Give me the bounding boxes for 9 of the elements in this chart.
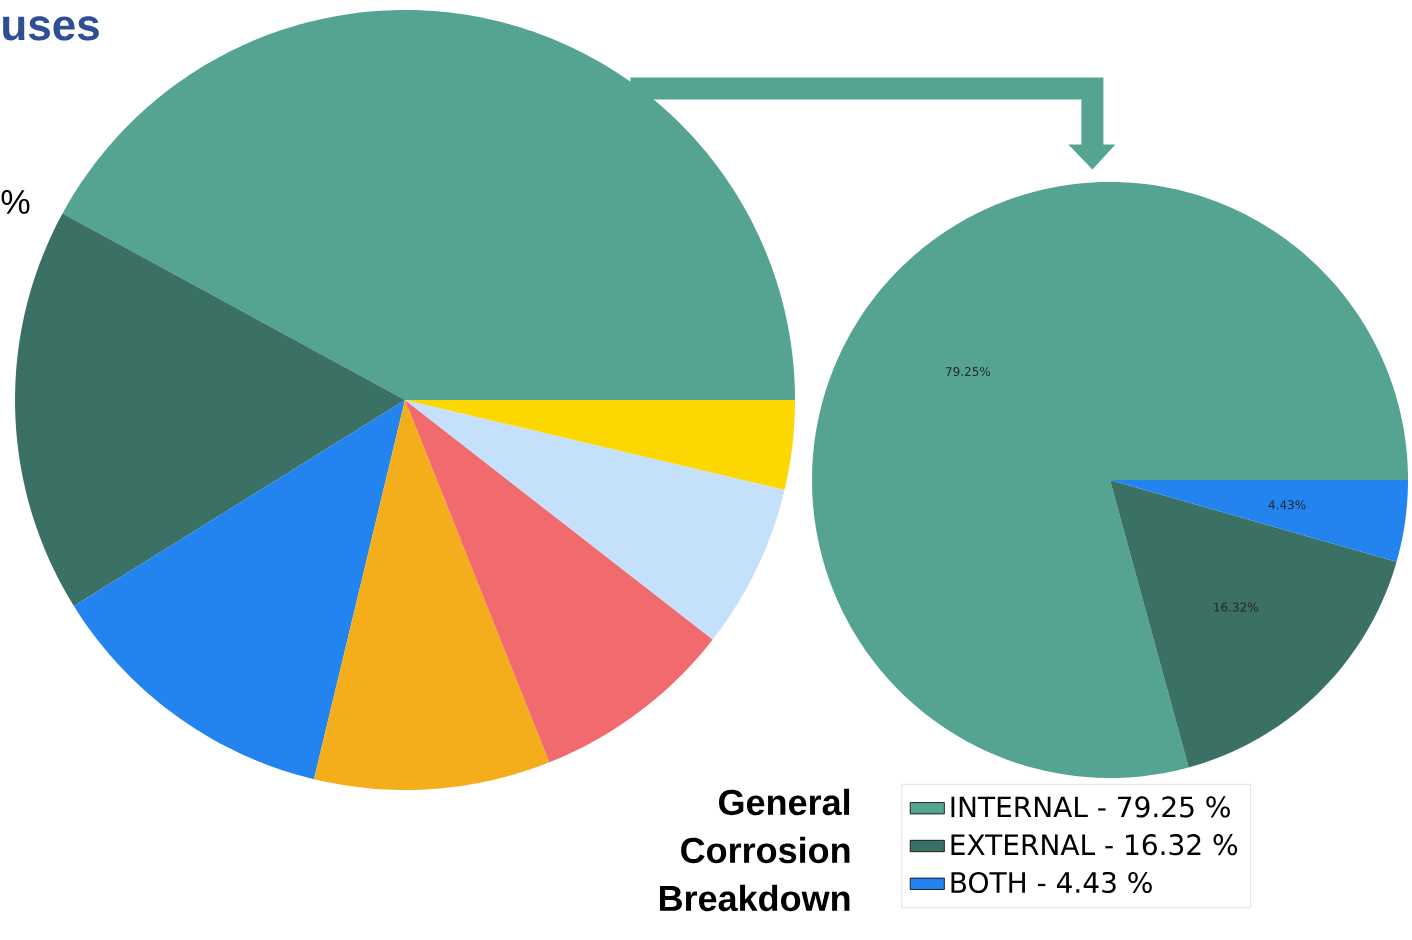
legend-label: INTERNAL - 79.25 % [951,796,1230,818]
chart-title: uses [3,16,99,41]
data-label: 16.32% [1214,602,1258,612]
legend-label: BOTH - 4.43 % [951,871,1152,894]
text: General Corrosion Breakdown [659,788,850,912]
text: % [1,190,30,214]
data-label: 79.25% [945,366,991,377]
legend-label: EXTERNAL - 16.32 % [951,834,1238,856]
data-label: 4.43% [1268,500,1306,510]
